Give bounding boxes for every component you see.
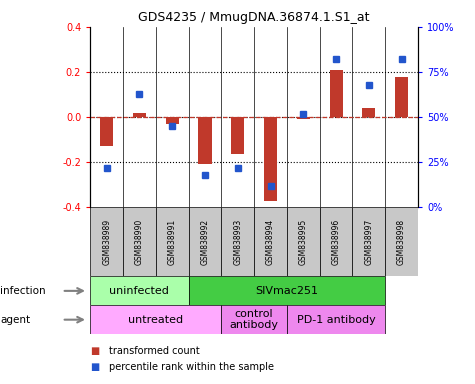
Text: GSM838993: GSM838993 [233, 219, 242, 265]
Text: transformed count: transformed count [109, 346, 200, 356]
Bar [352, 207, 385, 276]
Text: GSM838992: GSM838992 [200, 219, 209, 265]
Bar [90, 305, 221, 334]
Bar [264, 117, 277, 200]
Bar [362, 108, 375, 117]
Text: GSM838997: GSM838997 [364, 219, 373, 265]
Text: GSM838994: GSM838994 [266, 219, 275, 265]
Text: SIVmac251: SIVmac251 [256, 286, 318, 296]
Bar [133, 113, 146, 117]
Bar [320, 207, 352, 276]
Bar [297, 117, 310, 119]
Text: GSM838990: GSM838990 [135, 219, 144, 265]
Text: control
antibody: control antibody [229, 309, 279, 331]
Title: GDS4235 / MmugDNA.36874.1.S1_at: GDS4235 / MmugDNA.36874.1.S1_at [138, 11, 370, 24]
Bar [385, 207, 418, 276]
Bar [221, 305, 287, 334]
Bar [100, 117, 113, 146]
Bar [254, 207, 287, 276]
Bar [287, 305, 385, 334]
Bar [189, 276, 385, 305]
Bar [90, 207, 123, 276]
Text: GSM838995: GSM838995 [299, 219, 308, 265]
Bar [166, 117, 179, 124]
Bar [123, 207, 156, 276]
Text: GSM838996: GSM838996 [332, 219, 341, 265]
Bar [330, 70, 342, 117]
Text: untreated: untreated [128, 314, 183, 325]
Bar [395, 76, 408, 117]
Bar [287, 207, 320, 276]
Text: percentile rank within the sample: percentile rank within the sample [109, 362, 274, 372]
Bar [189, 207, 221, 276]
Text: GSM838998: GSM838998 [397, 219, 406, 265]
Bar [199, 117, 211, 164]
Text: PD-1 antibody: PD-1 antibody [297, 314, 375, 325]
Bar [231, 117, 244, 154]
Text: uninfected: uninfected [109, 286, 170, 296]
Text: agent: agent [0, 314, 30, 325]
Text: ■: ■ [90, 346, 99, 356]
Bar [221, 207, 254, 276]
Text: infection: infection [0, 286, 46, 296]
Text: ■: ■ [90, 362, 99, 372]
Text: GSM838991: GSM838991 [168, 219, 177, 265]
Bar [90, 276, 189, 305]
Text: GSM838989: GSM838989 [102, 219, 111, 265]
Bar [156, 207, 189, 276]
